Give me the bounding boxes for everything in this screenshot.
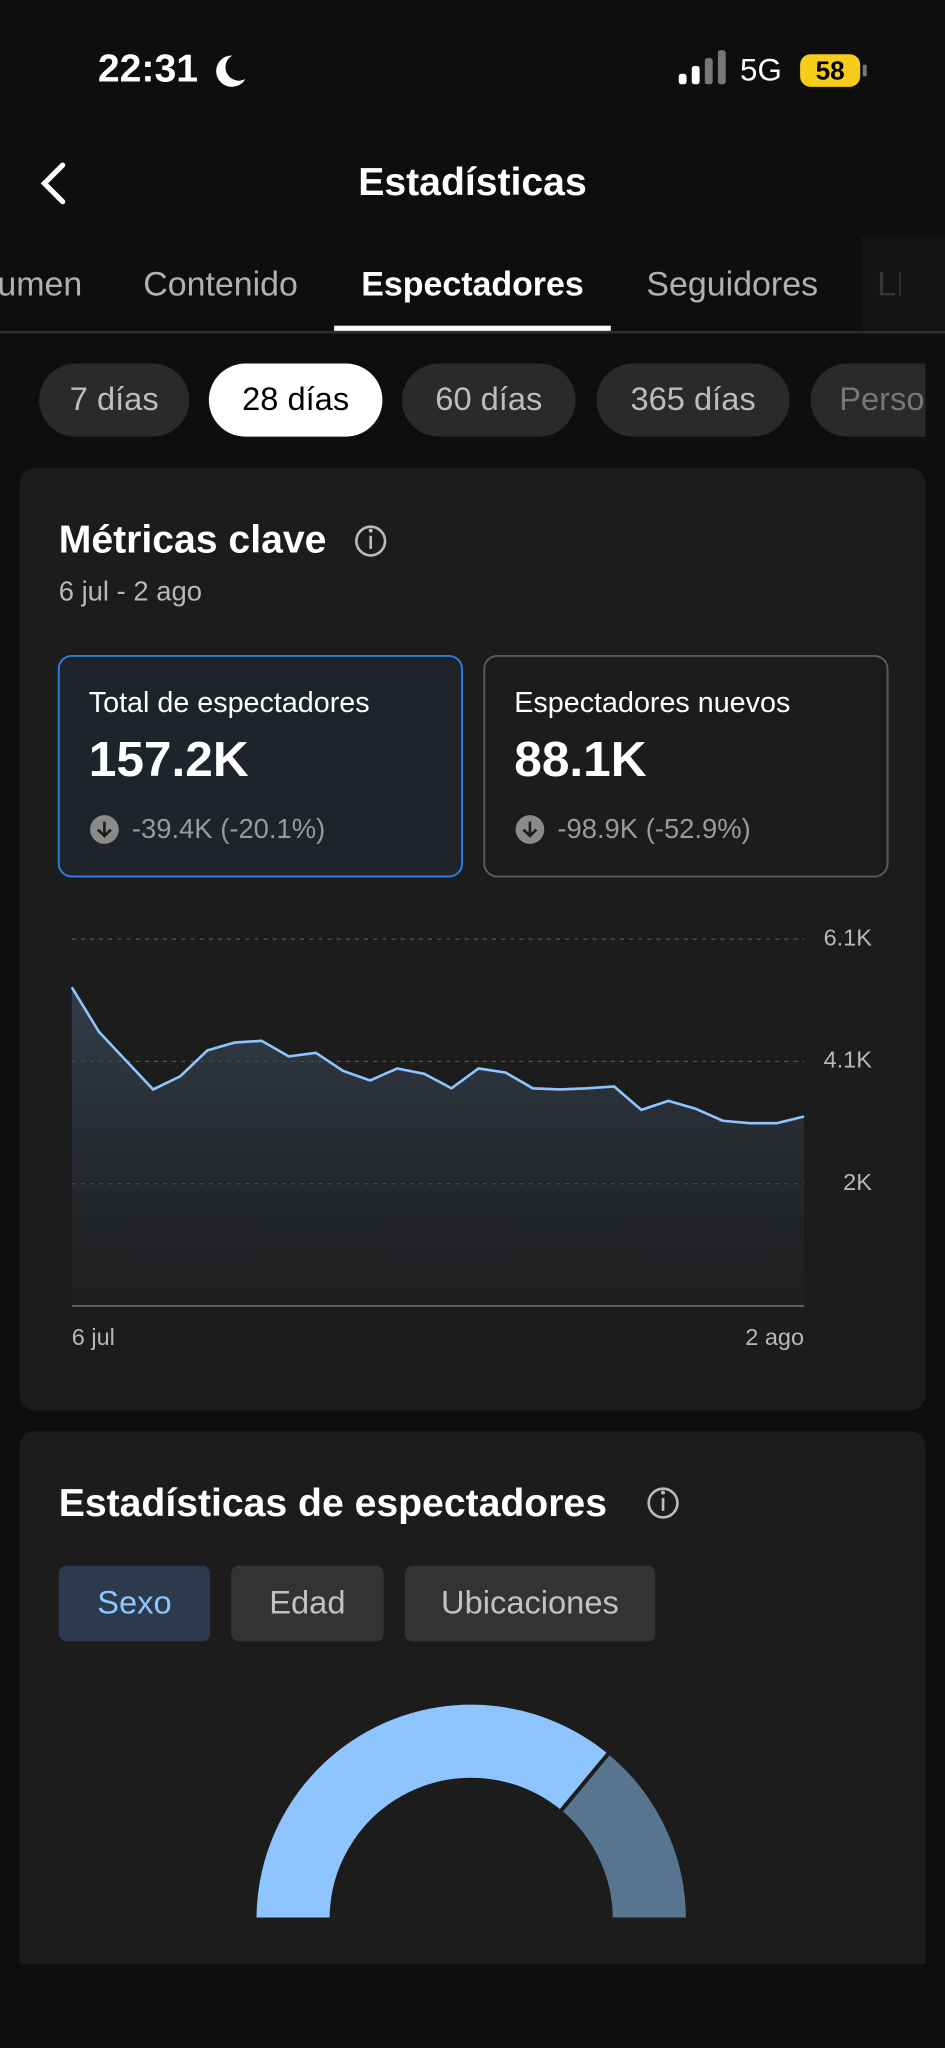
y-tick-label: 4.1K: [824, 1047, 873, 1073]
info-icon[interactable]: [355, 525, 387, 557]
gauge-chart: [252, 1700, 690, 1922]
period-pill[interactable]: [810, 363, 945, 437]
metric-cards: Total de espectadores 157.2K -39.4K (-20.1…: [57, 654, 889, 878]
viewer-tab[interactable]: [58, 1565, 211, 1642]
period-label: 7 días: [70, 380, 159, 417]
period-pill[interactable]: [39, 363, 190, 437]
network: 5G: [740, 53, 782, 88]
viewer-tab-label: Ubicaciones: [441, 1583, 619, 1620]
page-title: Estadísticas: [358, 161, 586, 204]
metric-label: Espectadores nuevos: [514, 687, 790, 719]
period-label: 28 días: [242, 380, 349, 417]
x-tick-label: 6 jul: [72, 1324, 115, 1350]
metric-card[interactable]: [483, 654, 889, 878]
period-label: Personalizado: [839, 380, 945, 417]
period-pill[interactable]: [596, 363, 790, 437]
signal-icon: [678, 50, 726, 85]
down-arrow: [96, 821, 112, 838]
area: [71, 987, 805, 1306]
metric-change: -39.4K (-20.1%): [132, 813, 325, 844]
y-tick-label: 2K: [843, 1169, 872, 1195]
metric-label: Total de espectadores: [89, 687, 370, 719]
viewer-tab[interactable]: [404, 1565, 656, 1642]
y-tick-label: 6.1K: [824, 924, 873, 950]
back-button[interactable]: [40, 162, 66, 205]
metric-value: 88.1K: [514, 731, 646, 787]
period-pill[interactable]: [402, 363, 576, 437]
period-label: 60 días: [435, 380, 542, 417]
viewer-title: Estadísticas de espectadores: [59, 1482, 607, 1525]
line-chart: 2K 4.1K 6.1K 6 jul 2 ago: [70, 924, 873, 1350]
viewer-tab[interactable]: [231, 1565, 384, 1642]
battery-tip: [862, 64, 867, 77]
bottom-cover: [0, 1963, 945, 2048]
info-icon[interactable]: [647, 1487, 679, 1519]
viewer-tab-label: Edad: [269, 1583, 345, 1620]
viewer-tab-label: Sexo: [97, 1583, 171, 1620]
date-range: 6 jul - 2 ago: [59, 576, 202, 607]
tab[interactable]: Resumen: [0, 266, 82, 304]
tab-fade: [861, 235, 945, 330]
battery: [800, 54, 861, 87]
viewer-tabs: Sexo Edad Ubicaciones: [58, 1565, 656, 1642]
tab[interactable]: Contenido: [143, 266, 298, 304]
metrics-title: Métricas clave: [59, 519, 327, 562]
tab-bar: ResumenContenidoEspectadoresSeguidoresLI…: [0, 266, 901, 331]
metric-value: 157.2K: [89, 731, 249, 787]
gauge-segment: [252, 1700, 613, 1922]
down-arrow: [522, 821, 538, 838]
period-pill[interactable]: [208, 363, 383, 437]
metric-card[interactable]: [57, 654, 464, 878]
period-selector: 7 días 28 días 60 días 365 días Personalizad…: [39, 363, 945, 437]
moon-icon: [216, 55, 246, 87]
tab[interactable]: Seguidores: [646, 266, 818, 304]
clock: 22:31: [98, 48, 198, 91]
period-label: 365 días: [631, 380, 756, 417]
line: [70, 986, 805, 1125]
metric-change: -98.9K (-52.9%): [557, 813, 750, 844]
tab[interactable]: Espectadores: [361, 266, 583, 304]
x-tick-label: 2 ago: [745, 1324, 804, 1350]
gauge-segment: [557, 1749, 690, 1922]
battery-level: 58: [816, 55, 845, 85]
tab-underline: [334, 325, 611, 331]
